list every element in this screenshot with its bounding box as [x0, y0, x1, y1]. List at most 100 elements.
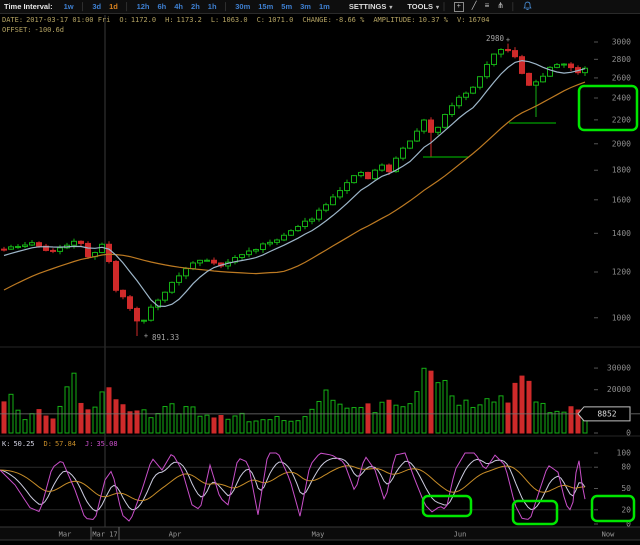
- interval-3d[interactable]: 3d: [92, 2, 102, 11]
- svg-text:Jun: Jun: [454, 531, 467, 539]
- volume-series: [1, 367, 588, 434]
- interval-separator: │: [124, 2, 130, 11]
- close-label: C:: [256, 16, 266, 24]
- interval-2h[interactable]: 2h: [191, 2, 200, 11]
- pitchfork-icon[interactable]: ⋔: [497, 1, 504, 10]
- interval-30m[interactable]: 30m: [235, 2, 251, 11]
- tools-menu-label: TOOLS: [407, 2, 434, 11]
- ohlc-info-bar: DATE: 2017-03-17 01:00 Fri O: 1172.0 H: 1173.…: [2, 16, 499, 24]
- volume-label: V:: [457, 16, 466, 24]
- svg-text:8852: 8852: [597, 409, 616, 418]
- timeline-axis[interactable]: Mar Mar 17 Apr May Jun Now: [0, 526, 640, 541]
- kdj-d-field: D: 57.84: [44, 440, 77, 448]
- interval-1m[interactable]: 1m: [318, 2, 330, 11]
- close-value: 1071.0: [268, 16, 294, 24]
- candlestick-series: [1, 43, 588, 336]
- kdj-k-value: 50.25: [13, 440, 35, 448]
- open-label: O:: [119, 16, 128, 24]
- drawing-tool-icons: + ╱ ≡ ⋔: [450, 1, 508, 12]
- low-label: L:: [210, 16, 220, 24]
- low-field: L: 1063.0: [211, 16, 248, 24]
- svg-text:Mar: Mar: [59, 531, 72, 539]
- kdj-j-line: [0, 452, 586, 522]
- interval-4h[interactable]: 4h: [174, 2, 184, 11]
- svg-text:1400: 1400: [612, 229, 631, 238]
- interval-6h[interactable]: 6h: [157, 2, 167, 11]
- svg-text:50: 50: [621, 484, 631, 493]
- chevron-down-icon: ▾: [389, 5, 393, 11]
- svg-text:20: 20: [621, 505, 631, 514]
- open-field: O: 1172.0: [119, 16, 156, 24]
- svg-text:0: 0: [626, 520, 631, 529]
- ma-fast-line: [3, 59, 586, 308]
- settings-menu-label: SETTINGS: [348, 2, 387, 11]
- interval-1d[interactable]: 1d: [109, 2, 118, 11]
- offset-info-bar: OFFSET: -100.6d: [2, 26, 73, 34]
- drawn-support-lines[interactable]: [423, 122, 556, 158]
- interval-1w[interactable]: 1w: [63, 2, 74, 11]
- kdj-k-line: [0, 457, 586, 512]
- volume-value: 16704: [468, 16, 490, 24]
- amplitude-label: AMPLITUDE:: [373, 16, 416, 24]
- svg-text:2000: 2000: [612, 139, 631, 148]
- chevron-down-icon: ▾: [436, 5, 440, 11]
- high-label: H:: [165, 16, 174, 24]
- date-value: 2017-03-17 01:00 Fri: [26, 16, 111, 24]
- svg-text:80: 80: [621, 463, 631, 472]
- volume-axis-labels: 30000 20000 0: [594, 364, 631, 438]
- moving-average-lines: [3, 59, 586, 308]
- interval-5m[interactable]: 5m: [281, 2, 293, 11]
- trend-line-icon[interactable]: ╱: [471, 1, 477, 10]
- interval-1h[interactable]: 1h: [207, 2, 217, 11]
- alert-bell-icon[interactable]: [523, 1, 532, 13]
- kdj-j-value: 35.08: [96, 440, 118, 448]
- tools-menu[interactable]: TOOLS ▾: [407, 2, 439, 11]
- amplitude-value: 10.37 %: [418, 16, 449, 24]
- interval-button-group: 1w │ 3d 1d │ 12h 6h 4h 2h 1h │ 30m 15m 5m 3m 1m: [60, 2, 334, 11]
- highlight-annotation-boxes[interactable]: [421, 84, 639, 526]
- svg-text:3000: 3000: [612, 38, 631, 47]
- svg-text:30000: 30000: [607, 364, 631, 373]
- svg-text:May: May: [312, 531, 325, 539]
- svg-text:+: +: [506, 36, 510, 44]
- svg-text:2800: 2800: [612, 55, 631, 64]
- price-axis-labels: 3000 2800 2600 2400 2200 2000 1800 1600 1400 1200…: [594, 38, 631, 322]
- svg-text:20000: 20000: [607, 385, 631, 394]
- toolbar: Time Interval: 1w │ 3d 1d │ 12h 6h 4h 2h 1h │ 30m 15…: [0, 0, 640, 14]
- interval-12h[interactable]: 12h: [136, 2, 150, 11]
- svg-text:Now: Now: [602, 531, 615, 539]
- kdj-axis-labels: 100 80 50 20 0: [594, 449, 631, 529]
- kdj-d-label: D:: [43, 440, 52, 448]
- svg-text:2200: 2200: [612, 115, 631, 124]
- high-value: 1173.2: [176, 16, 202, 24]
- grid-lines: [0, 15, 640, 527]
- date-field: DATE: 2017-03-17 01:00 Fri: [2, 16, 110, 24]
- svg-text:+: +: [144, 332, 148, 340]
- svg-text:1800: 1800: [612, 166, 631, 175]
- svg-text:1000: 1000: [612, 313, 631, 322]
- interval-3m[interactable]: 3m: [300, 2, 311, 11]
- svg-text:100: 100: [617, 449, 632, 458]
- change-value: -8.66 %: [334, 16, 365, 24]
- interval-15m[interactable]: 15m: [258, 2, 274, 11]
- change-label: CHANGE:: [302, 16, 332, 24]
- settings-menu[interactable]: SETTINGS ▾: [349, 2, 393, 11]
- svg-text:2600: 2600: [612, 73, 631, 82]
- high-field: H: 1173.2: [165, 16, 202, 24]
- svg-text:1200: 1200: [612, 268, 631, 277]
- kdj-d-line: [0, 465, 585, 502]
- volume-field: V: 16704: [457, 16, 490, 24]
- add-chart-icon[interactable]: +: [453, 2, 464, 12]
- offset-field: OFFSET: -100.6d: [2, 26, 64, 34]
- horizontal-line-icon[interactable]: ≡: [484, 1, 490, 10]
- low-value: 1063.0: [222, 16, 248, 24]
- kdj-d-value: 57.84: [54, 440, 77, 448]
- svg-text:2980: 2980: [486, 34, 505, 43]
- price-annotations: 2980 +891.33+: [144, 34, 510, 342]
- toolbar-separator: │: [442, 2, 447, 11]
- current-volume-tag: 8852: [0, 406, 640, 422]
- change-field: CHANGE: -8.66 %: [302, 16, 364, 24]
- kdj-lines: [0, 452, 586, 522]
